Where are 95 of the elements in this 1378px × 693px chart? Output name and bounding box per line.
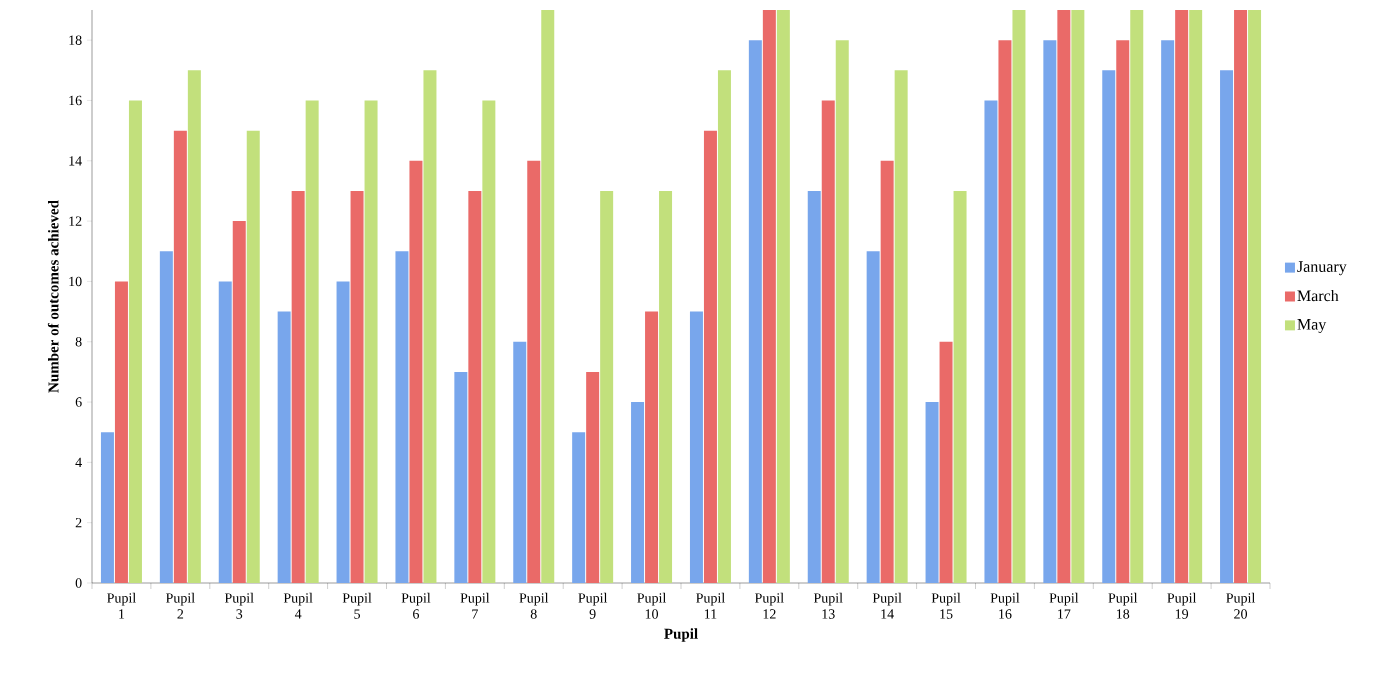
x-tick-label: Pupil 18 — [1108, 592, 1138, 619]
bar — [866, 251, 880, 583]
bar — [159, 251, 173, 583]
bar — [1012, 10, 1026, 583]
x-tick-label: Pupil 9 — [578, 592, 608, 619]
x-tick-label: Pupil 6 — [401, 592, 431, 619]
x-tick-label: Pupil 3 — [224, 592, 254, 619]
bar — [232, 221, 246, 583]
bar — [513, 341, 527, 583]
x-tick-label: Pupil 2 — [165, 592, 195, 619]
x-tick-label: Pupil 13 — [813, 592, 843, 619]
bar — [1175, 10, 1189, 583]
bar — [776, 10, 790, 583]
y-tick-label: 12 — [69, 216, 82, 226]
bar — [1220, 70, 1234, 583]
y-tick-label: 8 — [75, 337, 82, 347]
bar — [423, 70, 437, 583]
bar — [114, 281, 128, 583]
bar — [454, 371, 468, 583]
y-tick-label: 14 — [69, 156, 82, 166]
bar — [246, 130, 260, 583]
x-tick-label: Pupil 5 — [342, 592, 372, 619]
bar — [291, 190, 305, 583]
bar — [1189, 10, 1203, 583]
x-tick-label: Pupil 7 — [460, 592, 490, 619]
bar — [600, 190, 614, 583]
bar — [703, 130, 717, 583]
bar — [1248, 10, 1262, 583]
bar — [468, 190, 482, 583]
bar — [1161, 40, 1175, 583]
bar — [645, 311, 659, 583]
bar — [821, 100, 835, 583]
x-tick-label: Pupil 12 — [754, 592, 784, 619]
bar — [1057, 10, 1071, 583]
y-axis-title: Number of outcomes achieved — [47, 200, 59, 393]
x-tick-label: Pupil 17 — [1049, 592, 1079, 619]
bar — [939, 341, 953, 583]
x-tick-label: Pupil 19 — [1167, 592, 1197, 619]
y-tick-label: 0 — [75, 578, 82, 588]
bar — [953, 190, 967, 583]
y-tick-label: 4 — [75, 457, 82, 467]
bar — [835, 40, 849, 583]
bar — [187, 70, 201, 583]
x-tick-label: Pupil 14 — [872, 592, 902, 619]
x-axis-title: Pupil — [664, 628, 698, 642]
bar — [572, 432, 586, 583]
bar — [1071, 10, 1085, 583]
bar — [277, 311, 291, 583]
bar — [305, 100, 319, 583]
bar — [1043, 40, 1057, 583]
bar — [1234, 10, 1248, 583]
bar — [984, 100, 998, 583]
x-tick-label: Pupil 1 — [107, 592, 136, 619]
x-tick-label: Pupil 11 — [696, 592, 725, 619]
bar — [631, 402, 645, 583]
y-tick-label: 10 — [69, 276, 82, 287]
bar — [1130, 10, 1144, 583]
bar — [659, 190, 673, 583]
x-tick-label: Pupil 4 — [283, 592, 313, 619]
legend-label: March — [1297, 289, 1339, 302]
bar — [336, 281, 350, 583]
bar — [409, 160, 423, 583]
bar — [998, 40, 1012, 583]
legend-label: January — [1297, 261, 1347, 276]
bar — [748, 40, 762, 583]
bar — [395, 251, 409, 583]
bar — [880, 160, 894, 583]
bar — [894, 70, 908, 583]
bar — [218, 281, 232, 583]
y-tick-label: 18 — [69, 35, 82, 45]
legend-label: May — [1297, 319, 1327, 334]
x-tick-label: Pupil 10 — [637, 592, 667, 619]
bar — [1102, 70, 1116, 583]
bar — [586, 371, 600, 583]
bar — [350, 190, 364, 583]
x-tick-label: Pupil 15 — [931, 592, 961, 619]
bar — [762, 10, 776, 583]
x-tick-label: Pupil 8 — [519, 592, 549, 619]
x-tick-label: Pupil 20 — [1226, 592, 1256, 619]
bar — [1116, 40, 1130, 583]
y-tick-label: 16 — [69, 95, 82, 106]
bar — [541, 10, 555, 583]
bar — [128, 100, 142, 583]
bar — [689, 311, 703, 583]
y-tick-label: 6 — [75, 397, 82, 407]
bar — [364, 100, 378, 583]
x-tick-label: Pupil 16 — [990, 592, 1020, 619]
y-tick-label: 2 — [75, 518, 82, 528]
bar — [100, 432, 114, 583]
bar — [925, 402, 939, 583]
bar — [527, 160, 541, 583]
bar — [482, 100, 496, 583]
bar — [717, 70, 731, 583]
bar — [807, 190, 821, 583]
bar — [173, 130, 187, 583]
